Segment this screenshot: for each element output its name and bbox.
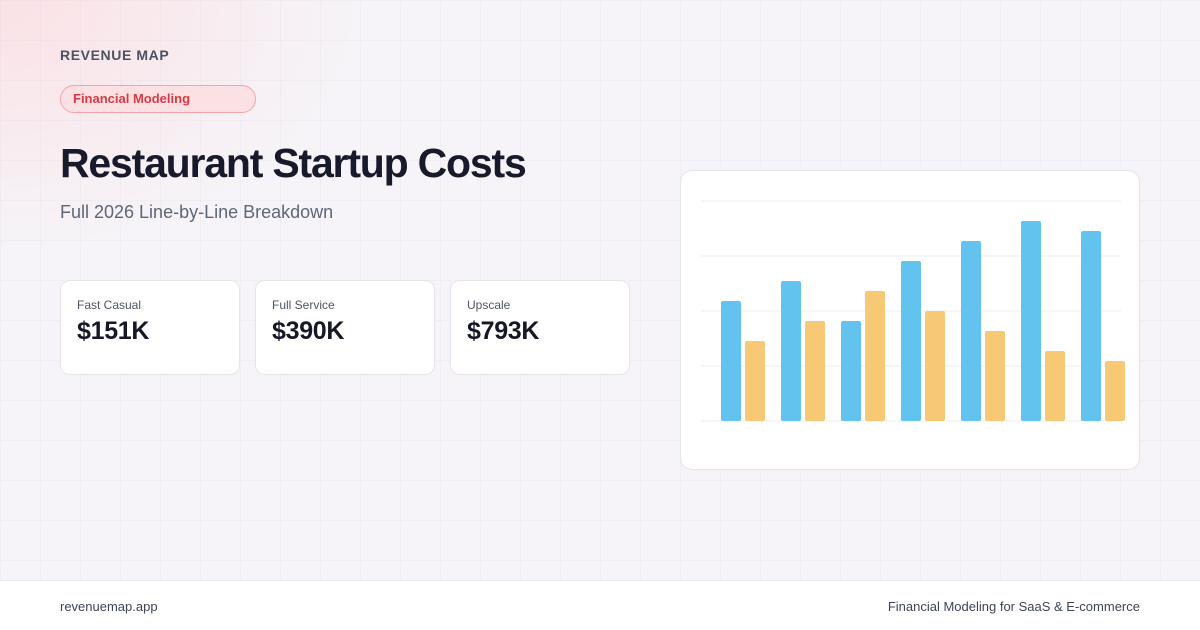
chart-bar-series-2-cat-5: [985, 331, 1005, 421]
footer-tagline: Financial Modeling for SaaS & E-commerce: [887, 599, 1140, 614]
chart-bar-series-2-cat-3: [865, 291, 885, 421]
chart-bar-series-2-cat-2: [805, 321, 825, 421]
chart-bar-series-1-cat-6: [1021, 221, 1041, 421]
page-title: Restaurant Startup Costs: [60, 140, 527, 186]
chart-bar-series-1-cat-4: [901, 261, 921, 421]
stat-card-fast-casual: Fast Casual $151K: [60, 280, 240, 375]
bar-chart: [701, 200, 1125, 422]
stat-label: Upscale: [467, 298, 511, 312]
footer: revenuemap.app Financial Modeling for Sa…: [0, 580, 1200, 630]
category-tag[interactable]: Financial Modeling: [60, 85, 256, 113]
chart-bar-series-1-cat-3: [841, 321, 861, 421]
stat-value: $793K: [467, 317, 540, 345]
page-subtitle: Full 2026 Line-by-Line Breakdown: [60, 202, 334, 222]
chart-bar-series-2-cat-1: [745, 341, 765, 421]
chart-bar-series-2-cat-7: [1105, 361, 1125, 421]
chart-bar-series-1-cat-1: [721, 301, 741, 421]
stat-value: $151K: [77, 317, 150, 345]
chart-card: [680, 170, 1140, 470]
chart-bar-series-2-cat-4: [925, 311, 945, 421]
chart-bar-series-1-cat-7: [1081, 231, 1101, 421]
brand-name: REVENUE MAP: [60, 47, 170, 63]
stat-label: Fast Casual: [77, 298, 142, 312]
chart-bar-series-1-cat-2: [781, 281, 801, 421]
stat-card-full-service: Full Service $390K: [255, 280, 435, 375]
stat-label: Full Service: [272, 298, 335, 312]
stat-card-upscale: Upscale $793K: [450, 280, 630, 375]
stat-value: $390K: [272, 317, 345, 345]
footer-site-link[interactable]: revenuemap.app: [60, 599, 158, 614]
chart-bar-series-1-cat-5: [961, 241, 981, 421]
chart-bar-series-2-cat-6: [1045, 351, 1065, 421]
